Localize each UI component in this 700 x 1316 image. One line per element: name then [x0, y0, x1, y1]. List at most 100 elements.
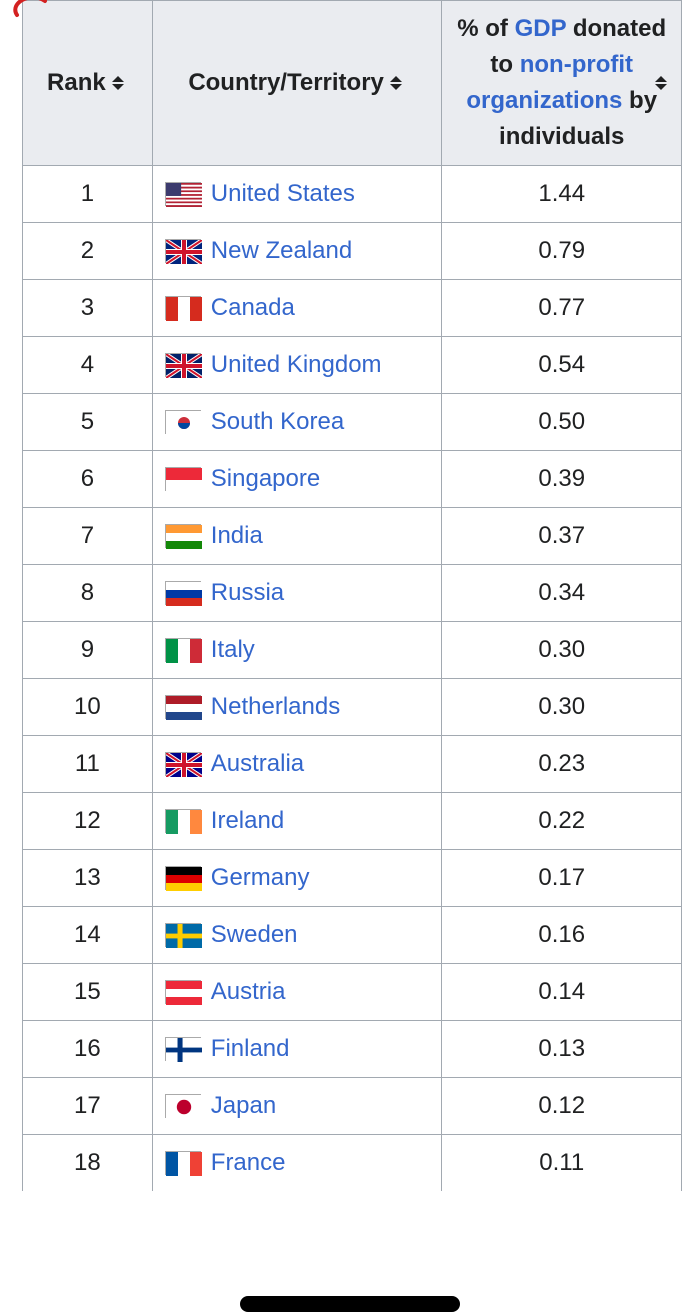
country-link[interactable]: France — [211, 1149, 286, 1177]
country-cell: Japan — [152, 1078, 442, 1135]
flag-icon — [165, 296, 201, 320]
rank-cell: 7 — [23, 508, 153, 565]
country-cell: Ireland — [152, 793, 442, 850]
rank-cell: 18 — [23, 1135, 153, 1192]
flag-icon — [165, 1094, 201, 1118]
percentage-cell: 0.17 — [442, 850, 682, 907]
table-row: 11 Australia 0.23 — [23, 736, 682, 793]
percentage-cell: 0.23 — [442, 736, 682, 793]
sort-icon — [390, 73, 406, 93]
country-link[interactable]: New Zealand — [211, 237, 352, 265]
flag-icon — [165, 581, 201, 605]
country-cell: New Zealand — [152, 223, 442, 280]
table-row: 5 South Korea 0.50 — [23, 394, 682, 451]
rank-cell: 5 — [23, 394, 153, 451]
country-link[interactable]: Netherlands — [211, 693, 340, 721]
donations-table: Rank Country/Territory % of GDP donated … — [22, 0, 682, 1191]
sort-icon — [112, 73, 128, 93]
header-rank-label: Rank — [47, 65, 106, 101]
header-country-label: Country/Territory — [188, 65, 384, 101]
country-cell: Sweden — [152, 907, 442, 964]
flag-icon — [165, 752, 201, 776]
rank-cell: 15 — [23, 964, 153, 1021]
table-row: 15 Austria 0.14 — [23, 964, 682, 1021]
percentage-cell: 0.12 — [442, 1078, 682, 1135]
table-row: 10 Netherlands 0.30 — [23, 679, 682, 736]
rank-cell: 16 — [23, 1021, 153, 1078]
country-link[interactable]: Sweden — [211, 921, 298, 949]
country-cell: Netherlands — [152, 679, 442, 736]
rank-cell: 9 — [23, 622, 153, 679]
percentage-cell: 0.50 — [442, 394, 682, 451]
gdp-link[interactable]: GDP — [515, 15, 567, 42]
percentage-cell: 0.79 — [442, 223, 682, 280]
country-cell: Austria — [152, 964, 442, 1021]
header-percentage[interactable]: % of GDP donated to non-profit organizat… — [442, 1, 682, 166]
rank-cell: 10 — [23, 679, 153, 736]
country-link[interactable]: South Korea — [211, 408, 344, 436]
percentage-cell: 0.37 — [442, 508, 682, 565]
country-link[interactable]: United Kingdom — [211, 351, 382, 379]
flag-icon — [165, 1037, 201, 1061]
sort-icon — [655, 73, 671, 93]
country-link[interactable]: India — [211, 522, 263, 550]
country-link[interactable]: United States — [211, 180, 355, 208]
header-country[interactable]: Country/Territory — [152, 1, 442, 166]
rank-cell: 8 — [23, 565, 153, 622]
header-rank[interactable]: Rank — [23, 1, 153, 166]
flag-icon — [165, 923, 201, 947]
flag-icon — [165, 1151, 201, 1175]
rank-cell: 3 — [23, 280, 153, 337]
flag-icon — [165, 467, 201, 491]
country-link[interactable]: Italy — [211, 636, 255, 664]
country-link[interactable]: Finland — [211, 1035, 290, 1063]
country-cell: Finland — [152, 1021, 442, 1078]
table-row: 9 Italy 0.30 — [23, 622, 682, 679]
country-cell: South Korea — [152, 394, 442, 451]
country-link[interactable]: Austria — [211, 978, 286, 1006]
rank-cell: 14 — [23, 907, 153, 964]
rank-cell: 1 — [23, 166, 153, 223]
table-row: 8 Russia 0.34 — [23, 565, 682, 622]
country-cell: Singapore — [152, 451, 442, 508]
percentage-cell: 0.13 — [442, 1021, 682, 1078]
rank-cell: 17 — [23, 1078, 153, 1135]
percentage-cell: 0.30 — [442, 622, 682, 679]
percentage-cell: 0.11 — [442, 1135, 682, 1192]
flag-icon — [165, 239, 201, 263]
table-row: 3 Canada 0.77 — [23, 280, 682, 337]
annotation-circle — [11, 0, 51, 19]
flag-icon — [165, 353, 201, 377]
flag-icon — [165, 524, 201, 548]
country-link[interactable]: Ireland — [211, 807, 284, 835]
redaction-bar — [240, 1296, 460, 1312]
percentage-cell: 0.39 — [442, 451, 682, 508]
rank-cell: 6 — [23, 451, 153, 508]
flag-icon — [165, 695, 201, 719]
country-link[interactable]: Canada — [211, 294, 295, 322]
country-cell: Germany — [152, 850, 442, 907]
percentage-cell: 0.14 — [442, 964, 682, 1021]
flag-icon — [165, 638, 201, 662]
table-row: 12 Ireland 0.22 — [23, 793, 682, 850]
header-percentage-label: % of GDP donated to non-profit organizat… — [450, 11, 673, 155]
table-row: 7 India 0.37 — [23, 508, 682, 565]
percentage-cell: 0.54 — [442, 337, 682, 394]
table-row: 16 Finland 0.13 — [23, 1021, 682, 1078]
country-cell: Italy — [152, 622, 442, 679]
country-link[interactable]: Australia — [211, 750, 304, 778]
country-link[interactable]: Singapore — [211, 465, 320, 493]
flag-icon — [165, 980, 201, 1004]
country-link[interactable]: Russia — [211, 579, 284, 607]
country-link[interactable]: Germany — [211, 864, 310, 892]
flag-icon — [165, 182, 201, 206]
country-cell: France — [152, 1135, 442, 1192]
country-cell: Russia — [152, 565, 442, 622]
percentage-cell: 1.44 — [442, 166, 682, 223]
country-link[interactable]: Japan — [211, 1092, 276, 1120]
table-row: 4 United Kingdom 0.54 — [23, 337, 682, 394]
rank-cell: 11 — [23, 736, 153, 793]
rank-cell: 13 — [23, 850, 153, 907]
flag-icon — [165, 809, 201, 833]
table-row: 13 Germany 0.17 — [23, 850, 682, 907]
